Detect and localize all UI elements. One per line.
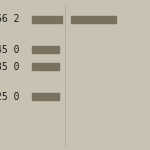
Text: 66 2: 66 2 <box>0 15 20 24</box>
Bar <box>32 16 62 23</box>
Bar <box>32 46 58 53</box>
Bar <box>32 93 58 100</box>
Bar <box>32 63 58 70</box>
Text: 45 0: 45 0 <box>0 45 20 54</box>
Bar <box>30 4 148 146</box>
Bar <box>71 16 116 23</box>
Text: 35 0: 35 0 <box>0 62 20 72</box>
Text: 25 0: 25 0 <box>0 92 20 102</box>
